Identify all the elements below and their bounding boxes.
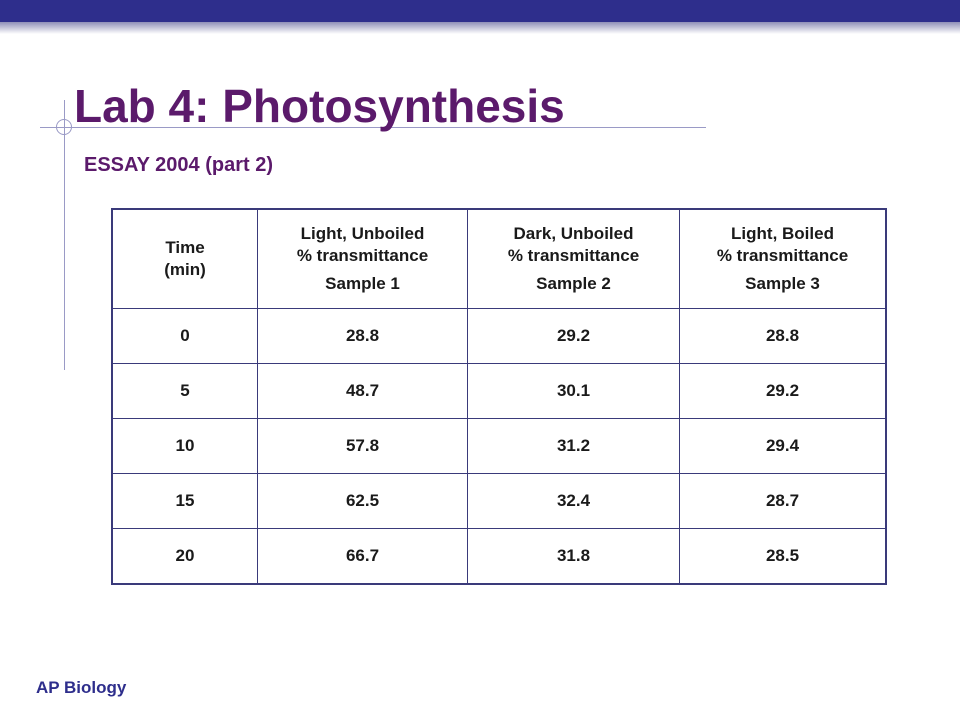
cell-sample-1: 28.8 (257, 308, 468, 364)
cell-time: 5 (111, 363, 258, 419)
slide-subtitle: ESSAY 2004 (part 2) (84, 154, 273, 176)
header-sample-1-line3: Sample 1 (325, 274, 400, 293)
cell-sample-1: 62.5 (257, 473, 468, 529)
header-sample-3-line1: Light, Boiled (731, 224, 834, 243)
cell-sample-3: 28.5 (679, 528, 887, 585)
top-banner-shade (0, 22, 960, 34)
header-time: Time (min) (111, 208, 258, 309)
top-banner-bar (0, 0, 960, 22)
cell-sample-2: 31.8 (467, 528, 680, 585)
table-row: 15 62.5 32.4 28.7 (111, 473, 887, 529)
header-sample-1-line2: % transmittance (296, 246, 429, 265)
cell-sample-3: 28.7 (679, 473, 887, 529)
header-sample-3: Light, Boiled % transmittance Sample 3 (679, 208, 887, 309)
slide-title: Lab 4: Photosynthesis (74, 80, 565, 132)
header-time-line2: (min) (164, 260, 206, 279)
header-time-line1: Time (165, 238, 205, 257)
transmittance-table: Time (min) Light, Unboiled % transmittan… (111, 208, 887, 585)
cell-sample-1: 48.7 (257, 363, 468, 419)
table-header-row: Time (min) Light, Unboiled % transmittan… (111, 208, 887, 309)
header-sample-2-line1: Dark, Unboiled (513, 224, 634, 243)
cell-time: 15 (111, 473, 258, 529)
header-sample-2: Dark, Unboiled % transmittance Sample 2 (467, 208, 680, 309)
cell-sample-2: 30.1 (467, 363, 680, 419)
table-row: 0 28.8 29.2 28.8 (111, 308, 887, 364)
cell-sample-2: 29.2 (467, 308, 680, 364)
header-sample-3-line3: Sample 3 (745, 274, 820, 293)
table-row: 5 48.7 30.1 29.2 (111, 363, 887, 419)
table-row: 20 66.7 31.8 28.5 (111, 528, 887, 585)
cell-sample-2: 32.4 (467, 473, 680, 529)
cell-sample-1: 57.8 (257, 418, 468, 474)
cell-sample-2: 31.2 (467, 418, 680, 474)
cell-sample-3: 28.8 (679, 308, 887, 364)
cell-sample-3: 29.4 (679, 418, 887, 474)
header-sample-1: Light, Unboiled % transmittance Sample 1 (257, 208, 468, 309)
cell-time: 20 (111, 528, 258, 585)
decorative-crosshair-circle (56, 119, 72, 135)
cell-time: 0 (111, 308, 258, 364)
header-sample-1-line1: Light, Unboiled (300, 224, 425, 243)
decorative-horizontal-rule (40, 127, 706, 128)
table-row: 10 57.8 31.2 29.4 (111, 418, 887, 474)
cell-time: 10 (111, 418, 258, 474)
cell-sample-3: 29.2 (679, 363, 887, 419)
header-sample-3-line2: % transmittance (716, 246, 849, 265)
footer-course-label: AP Biology (36, 678, 127, 697)
decorative-vertical-rule (64, 100, 65, 370)
cell-sample-1: 66.7 (257, 528, 468, 585)
header-sample-2-line3: Sample 2 (536, 274, 611, 293)
header-sample-2-line2: % transmittance (507, 246, 640, 265)
